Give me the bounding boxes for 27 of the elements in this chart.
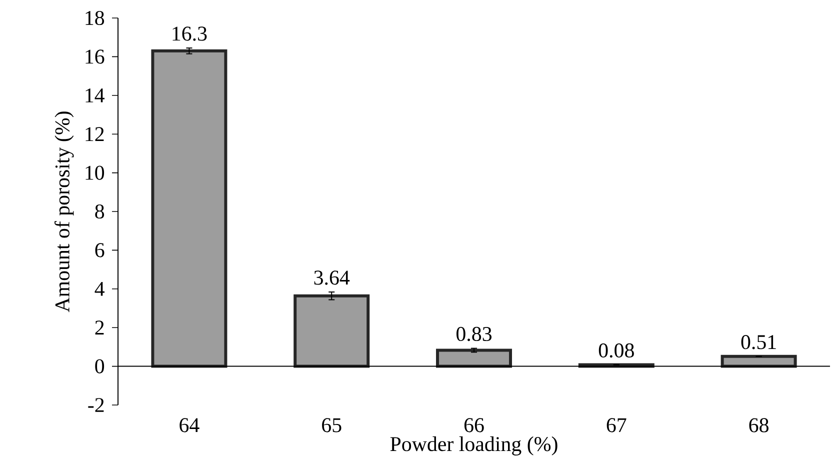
bar bbox=[151, 49, 228, 368]
x-tick-label: 68 bbox=[749, 418, 768, 432]
x-tick-label: 67 bbox=[606, 418, 626, 432]
y-tick-label: 10 bbox=[86, 166, 104, 180]
x-axis-title: Powder loading (%) bbox=[390, 436, 558, 456]
y-tick-label: 0 bbox=[95, 359, 104, 374]
data-label: 0.08 bbox=[598, 343, 634, 358]
data-label: 3.64 bbox=[314, 270, 350, 285]
bar bbox=[720, 354, 797, 368]
data-label: 16.3 bbox=[172, 26, 207, 41]
y-tick-label: 2 bbox=[95, 320, 104, 334]
y-axis-title: Amount of porosity (%) bbox=[54, 111, 74, 312]
data-label: 0.51 bbox=[741, 334, 776, 350]
x-tick-label: 65 bbox=[322, 418, 342, 432]
y-tick-label: 6 bbox=[95, 242, 104, 258]
y-tick-label: 18 bbox=[86, 10, 104, 25]
bar bbox=[436, 348, 512, 368]
y-tick-label: 14 bbox=[86, 88, 105, 102]
x-tick-label: 64 bbox=[180, 418, 200, 432]
data-label: 0.83 bbox=[456, 326, 492, 341]
y-tick-label: 16 bbox=[86, 49, 104, 64]
y-tick-label: 12 bbox=[86, 126, 104, 141]
bar bbox=[294, 294, 370, 368]
y-tick-label: -2 bbox=[88, 398, 104, 412]
y-tick-label: 4 bbox=[94, 282, 105, 296]
x-tick-label: 66 bbox=[464, 418, 484, 432]
y-tick-label: 8 bbox=[95, 204, 104, 218]
